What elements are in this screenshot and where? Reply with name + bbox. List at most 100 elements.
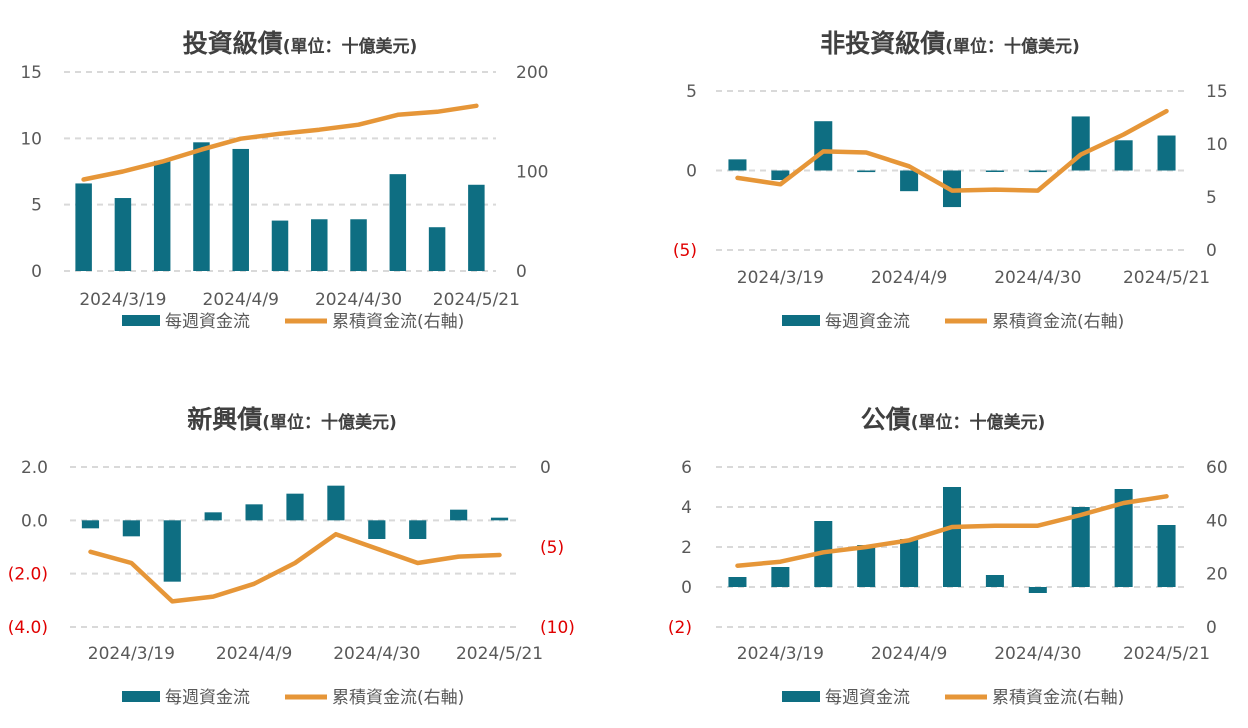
gov-bar xyxy=(728,577,747,587)
ig-left-tick-label: 15 xyxy=(20,63,42,83)
ig-left-tick-label: 10 xyxy=(20,129,42,149)
gov-left-tick-label: (2) xyxy=(668,618,692,638)
ig-bar xyxy=(350,219,367,271)
gov-right-tick-label: 0 xyxy=(1206,618,1217,638)
hy-legend-bar-label: 每週資金流 xyxy=(825,312,910,332)
ig-legend-bar-label: 每週資金流 xyxy=(165,312,250,332)
em-title-unit: (單位：十億美元) xyxy=(262,412,397,433)
em-right-tick-label: (5) xyxy=(540,538,564,558)
hy-left-tick-label: 5 xyxy=(686,82,697,102)
ig-bar xyxy=(232,148,249,271)
em-legend-bar-label: 每週資金流 xyxy=(165,688,250,708)
hy-bar xyxy=(814,121,833,171)
gov-bar xyxy=(771,567,790,587)
gov-chart-title: 公債(單位：十億美元) xyxy=(861,405,1046,434)
ig-x-tick-label: 2024/3/19 xyxy=(79,290,166,310)
gov-left-tick-label: 0 xyxy=(681,578,692,598)
ig-bar xyxy=(114,198,132,271)
ig-x-tick-label: 2024/4/9 xyxy=(203,290,279,310)
gov-title-main: 公債 xyxy=(861,405,911,434)
gov-bar xyxy=(1157,525,1176,587)
em-bar xyxy=(286,493,304,521)
em-bar xyxy=(122,520,140,537)
em-right-tick-label: (10) xyxy=(540,618,575,638)
em-bar xyxy=(81,520,100,529)
gov-x-tick-label: 2024/4/30 xyxy=(994,644,1081,664)
hy-x-tick-label: 2024/5/21 xyxy=(1123,268,1210,288)
em-bar xyxy=(450,509,468,521)
em-legend-line-label: 累積資金流(右軸) xyxy=(332,688,464,708)
hy-x-tick-label: 2024/4/9 xyxy=(871,268,947,288)
gov-bar xyxy=(985,575,1004,587)
hy-legend-bar-swatch xyxy=(782,315,820,326)
ig-x-tick-label: 2024/5/21 xyxy=(433,290,520,310)
gov-title-unit: (單位：十億美元) xyxy=(911,412,1046,433)
hy-bar xyxy=(1114,140,1133,171)
hy-bar xyxy=(1028,170,1047,173)
hy-bar xyxy=(728,159,747,171)
hy-title-main: 非投資級債 xyxy=(820,29,945,58)
em-bar xyxy=(204,512,222,521)
em-x-tick-label: 2024/4/9 xyxy=(216,644,292,664)
ig-x-tick-label: 2024/4/30 xyxy=(315,290,402,310)
em-chart-title: 新興債(單位：十億美元) xyxy=(187,405,397,434)
gov-bar xyxy=(857,545,876,587)
gov-bar xyxy=(900,539,919,587)
gov-bar xyxy=(942,487,962,587)
ig-chart-title: 投資級債(單位：十億美元) xyxy=(183,29,418,58)
gov-left-tick-label: 2 xyxy=(681,538,692,558)
ig-bar xyxy=(428,227,446,271)
ig-right-tick-label: 200 xyxy=(516,63,548,83)
gov-right-tick-label: 20 xyxy=(1206,565,1228,585)
hy-right-tick-label: 15 xyxy=(1206,82,1228,102)
em-x-tick-label: 2024/5/21 xyxy=(456,644,543,664)
em-legend-bar-swatch xyxy=(122,691,160,702)
ig-left-tick-label: 5 xyxy=(31,196,42,216)
em-x-tick-label: 2024/4/30 xyxy=(333,644,420,664)
ig-bar xyxy=(271,220,289,271)
hy-x-tick-label: 2024/4/30 xyxy=(994,268,1081,288)
em-right-tick-label: 0 xyxy=(540,458,551,478)
hy-bar xyxy=(900,170,919,192)
ig-title-unit: (單位：十億美元) xyxy=(283,36,418,57)
hy-bar xyxy=(857,170,876,173)
ig-left-tick-label: 0 xyxy=(31,262,42,282)
ig-bar xyxy=(193,142,210,271)
hy-left-tick-label: (5) xyxy=(673,241,697,261)
gov-x-tick-label: 2024/3/19 xyxy=(737,644,824,664)
em-cumulative-line xyxy=(88,531,502,604)
em-bar xyxy=(327,485,345,521)
hy-title-unit: (單位：十億美元) xyxy=(945,36,1080,57)
hy-right-tick-label: 5 xyxy=(1206,188,1217,208)
em-bar xyxy=(409,520,427,539)
hy-left-tick-label: 0 xyxy=(686,162,697,182)
ig-bar xyxy=(75,183,92,271)
em-bar xyxy=(490,517,509,521)
em-left-tick-label: (2.0) xyxy=(8,565,48,585)
gov-x-tick-label: 2024/5/21 xyxy=(1123,644,1210,664)
hy-bar xyxy=(1157,135,1176,171)
hy-bar xyxy=(771,170,790,181)
gov-legend-bar-swatch xyxy=(782,691,820,702)
gov-bar xyxy=(1071,507,1090,587)
ig-title-main: 投資級債 xyxy=(183,29,283,58)
gov-right-tick-label: 60 xyxy=(1206,458,1228,478)
em-bar xyxy=(368,520,386,539)
ig-bar xyxy=(153,160,171,271)
gov-legend-bar-label: 每週資金流 xyxy=(825,688,910,708)
em-left-tick-label: 0.0 xyxy=(21,511,48,531)
gov-left-tick-label: 6 xyxy=(681,458,692,478)
gov-bar xyxy=(1114,489,1133,587)
em-left-tick-label: (4.0) xyxy=(8,618,48,638)
gov-legend-line-label: 累積資金流(右軸) xyxy=(992,688,1124,708)
hy-legend-line-label: 累積資金流(右軸) xyxy=(992,312,1124,332)
ig-legend-line-label: 累積資金流(右軸) xyxy=(332,312,464,332)
ig-right-tick-label: 0 xyxy=(516,262,527,282)
hy-right-tick-label: 0 xyxy=(1206,241,1217,261)
em-bar xyxy=(245,504,263,521)
ig-bar xyxy=(468,184,485,271)
gov-bar xyxy=(1028,587,1047,593)
gov-x-tick-label: 2024/4/9 xyxy=(871,644,947,664)
hy-right-tick-label: 10 xyxy=(1206,135,1228,155)
